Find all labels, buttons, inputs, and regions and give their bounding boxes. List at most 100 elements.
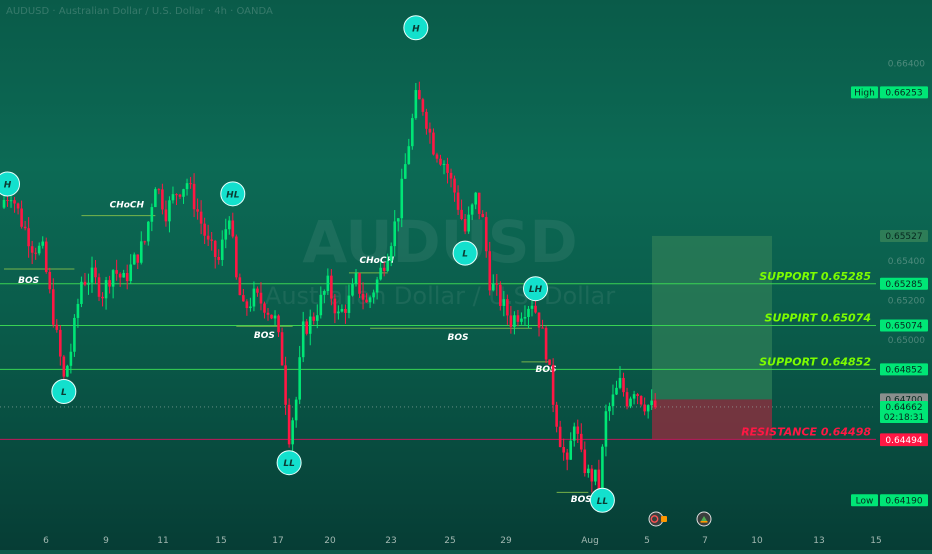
candle-body[interactable] [323, 290, 326, 295]
candle-body[interactable] [298, 357, 301, 400]
price-tag-bg[interactable] [880, 363, 928, 376]
candle-body[interactable] [66, 365, 69, 377]
candle-body[interactable] [411, 118, 414, 147]
candle-body[interactable] [104, 280, 108, 299]
candle-body[interactable] [315, 315, 319, 321]
candle-body[interactable] [569, 440, 573, 460]
candle-body[interactable] [481, 213, 485, 218]
candle-body[interactable] [375, 279, 379, 293]
structure-lines[interactable]: BOS CHoCH BOS CHoCH BOS BOS BOS [4, 201, 592, 506]
candle-body[interactable] [456, 192, 460, 210]
candle-body[interactable] [632, 394, 636, 399]
candle-body[interactable] [502, 299, 506, 306]
candle-body[interactable] [477, 192, 481, 214]
candle-body[interactable] [636, 394, 639, 397]
candle-body[interactable] [90, 267, 94, 283]
candle-body[interactable] [382, 267, 386, 271]
candle-body[interactable] [622, 377, 625, 393]
candle-body[interactable] [551, 364, 555, 405]
candle-body[interactable] [579, 433, 583, 450]
candle-body[interactable] [421, 99, 425, 112]
candle-body[interactable] [576, 426, 580, 434]
candle-body[interactable] [446, 163, 449, 173]
candle-body[interactable] [604, 411, 608, 447]
candle-body[interactable] [361, 293, 365, 300]
candle-body[interactable] [467, 214, 470, 232]
candle-body[interactable] [653, 400, 657, 408]
candle-body[interactable] [590, 468, 594, 482]
candle-body[interactable] [541, 327, 544, 329]
candle-body[interactable] [238, 277, 242, 296]
candle-body[interactable] [308, 316, 312, 334]
candle-body[interactable] [9, 200, 13, 202]
candle-body[interactable] [199, 211, 203, 224]
candle-body[interactable] [453, 178, 456, 193]
candle-body[interactable] [13, 200, 16, 204]
candle-body[interactable] [270, 314, 273, 319]
candle-body[interactable] [16, 203, 20, 209]
candle-body[interactable] [513, 315, 516, 327]
candle-body[interactable] [284, 365, 287, 405]
candle-body[interactable] [354, 273, 358, 284]
stop-zone[interactable] [652, 399, 772, 440]
candle-body[interactable] [594, 469, 597, 482]
candle-body[interactable] [227, 220, 231, 230]
candle-body[interactable] [639, 396, 643, 405]
candle-body[interactable] [62, 356, 66, 377]
candle-body[interactable] [182, 189, 185, 197]
candle-body[interactable] [548, 359, 551, 365]
candle-body[interactable] [470, 204, 474, 215]
candle-body[interactable] [474, 192, 477, 205]
price-tag-bg[interactable] [880, 400, 928, 423]
candle-body[interactable] [161, 189, 164, 210]
candle-body[interactable] [249, 306, 252, 309]
candle-body[interactable] [463, 218, 467, 232]
candle-body[interactable] [115, 270, 118, 274]
price-tag-bg[interactable] [880, 319, 928, 332]
candle-body[interactable] [562, 447, 565, 453]
candle-body[interactable] [30, 246, 34, 253]
candle-body[interactable] [330, 275, 333, 299]
candle-body[interactable] [175, 194, 178, 196]
candle-body[interactable] [291, 420, 294, 445]
candle-body[interactable] [572, 426, 576, 441]
candle-body[interactable] [76, 303, 80, 318]
candle-body[interactable] [558, 426, 562, 448]
candle-body[interactable] [520, 318, 523, 322]
candle-body[interactable] [252, 288, 256, 307]
candle-body[interactable] [506, 299, 509, 316]
candles[interactable] [2, 81, 657, 504]
candle-body[interactable] [231, 220, 235, 237]
candle-body[interactable] [83, 281, 87, 285]
candle-body[interactable] [108, 280, 111, 287]
level-lines[interactable]: SUPPORT 0.65285 SUPPIRT 0.65074 SUPPORT 0.… [0, 270, 876, 440]
candle-body[interactable] [48, 271, 52, 290]
candle-body[interactable] [27, 228, 30, 247]
candle-body[interactable] [87, 282, 90, 285]
candle-body[interactable] [372, 292, 375, 298]
target-zone[interactable] [652, 235, 772, 400]
candle-body[interactable] [601, 446, 604, 493]
candle-body[interactable] [499, 284, 502, 306]
candle-body[interactable] [125, 272, 129, 282]
candle-body[interactable] [396, 218, 400, 222]
candle-body[interactable] [150, 207, 154, 222]
candle-body[interactable] [101, 296, 104, 299]
candle-body[interactable] [273, 315, 277, 319]
candle-body[interactable] [365, 299, 368, 303]
price-axis[interactable]: 0.66400 0.65400 0.65200 0.65000 High 0.66253 0… [851, 59, 928, 507]
candle-body[interactable] [534, 305, 537, 313]
candle-body[interactable] [189, 183, 192, 185]
candle-body[interactable] [643, 404, 646, 412]
symbol-header[interactable]: AUDUSD · Australian Dollar / U.S. Dollar… [6, 6, 273, 17]
candle-body[interactable] [235, 236, 238, 278]
candle-body[interactable] [59, 329, 62, 357]
candle-body[interactable] [287, 404, 291, 445]
candle-body[interactable] [97, 277, 101, 297]
candle-body[interactable] [530, 305, 534, 309]
candle-body[interactable] [73, 317, 76, 352]
candle-body[interactable] [34, 252, 37, 254]
candle-body[interactable] [389, 246, 393, 261]
